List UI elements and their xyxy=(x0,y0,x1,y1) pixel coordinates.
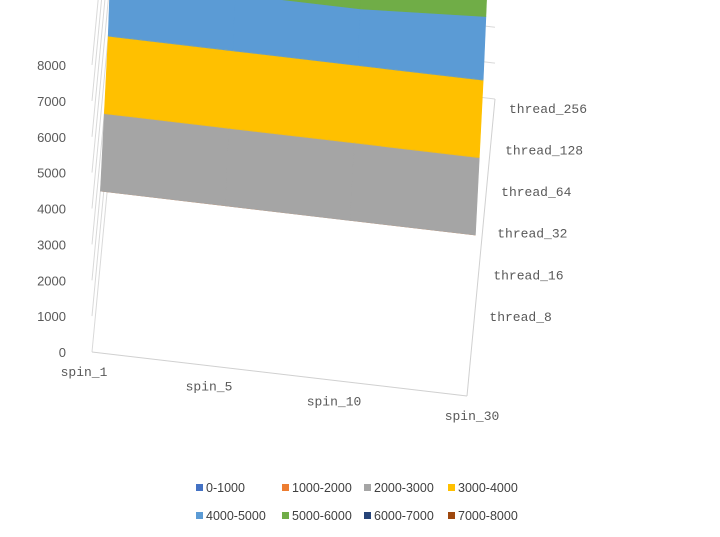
legend-label: 3000-4000 xyxy=(458,481,518,495)
surface-band-3000-4000 xyxy=(103,35,234,129)
legend-swatch xyxy=(364,484,371,491)
legend-item: 6000-7000 xyxy=(364,509,434,523)
legend-swatch xyxy=(364,512,371,519)
floor-side-edge xyxy=(466,98,496,397)
x-tick-label: spin_1 xyxy=(61,365,108,380)
legend-item: 1000-2000 xyxy=(282,481,352,495)
x-tick-label: spin_30 xyxy=(445,409,500,424)
depth-tick-label: thread_128 xyxy=(505,144,583,159)
surface-band-2000-3000 xyxy=(225,128,355,221)
depth-tick-label: thread_32 xyxy=(497,227,567,242)
legend-swatch xyxy=(282,484,289,491)
depth-tick-label: thread_8 xyxy=(489,310,551,325)
legend-label: 4000-5000 xyxy=(206,509,266,523)
z-tick-label: 2000 xyxy=(37,273,66,288)
surface-band-2000-3000 xyxy=(100,113,230,207)
legend-label: 2000-3000 xyxy=(374,481,434,495)
surface-band-5000-6000 xyxy=(359,0,487,17)
z-tick-label: 8000 xyxy=(37,58,66,73)
gridline xyxy=(91,0,103,101)
surface-band-4000-5000 xyxy=(358,65,484,81)
x-tick-label: spin_10 xyxy=(307,394,362,409)
legend-label: 0-1000 xyxy=(206,481,245,495)
depth-tick-label: thread_16 xyxy=(493,268,563,283)
surface-band-3000-4000 xyxy=(228,50,359,144)
depth-tick-label: thread_64 xyxy=(501,185,571,200)
legend-swatch xyxy=(448,512,455,519)
gridline xyxy=(91,0,109,173)
chart-axes: 0 1000 2000 3000 4000 5000 6000 7000 8000 spin_1s… xyxy=(37,58,587,424)
z-tick-label: 3000 xyxy=(37,237,66,252)
legend-label: 1000-2000 xyxy=(292,481,352,495)
legend-item: 4000-5000 xyxy=(196,509,266,523)
z-tick-label: 5000 xyxy=(37,166,66,181)
legend-item: 2000-3000 xyxy=(364,481,434,495)
z-tick-label: 6000 xyxy=(37,130,66,145)
depth-tick-label: thread_256 xyxy=(509,102,587,117)
legend-swatch xyxy=(282,512,289,519)
legend-item: 0-1000 xyxy=(196,481,245,495)
legend-item: 7000-8000 xyxy=(448,509,518,523)
z-tick-label: 1000 xyxy=(37,309,66,324)
floor-front-edge xyxy=(91,351,468,397)
legend: 0-1000 1000-2000 2000-3000 3000-4000 4000-50… xyxy=(196,481,518,523)
z-tick-label: 4000 xyxy=(37,202,66,217)
surface-plot xyxy=(100,0,487,236)
legend-label: 7000-8000 xyxy=(458,509,518,523)
gridline xyxy=(91,0,113,209)
legend-swatch xyxy=(448,484,455,491)
x-tick-label: spin_5 xyxy=(186,380,233,395)
legend-swatch xyxy=(196,512,203,519)
surface-band-3000-4000 xyxy=(353,65,484,159)
legend-item: 3000-4000 xyxy=(448,481,518,495)
z-tick-label: 7000 xyxy=(37,94,66,109)
legend-item: 5000-6000 xyxy=(282,509,352,523)
surface-band-2000-3000 xyxy=(350,142,480,236)
surface-band-5000-6000 xyxy=(281,0,361,10)
surface-band-3000-4000 xyxy=(354,142,480,158)
legend-swatch xyxy=(196,484,203,491)
legend-label: 5000-6000 xyxy=(292,509,352,523)
legend-label: 6000-7000 xyxy=(374,509,434,523)
gridline xyxy=(91,0,116,245)
z-tick-label: 0 xyxy=(59,345,66,360)
gridline xyxy=(91,0,106,137)
